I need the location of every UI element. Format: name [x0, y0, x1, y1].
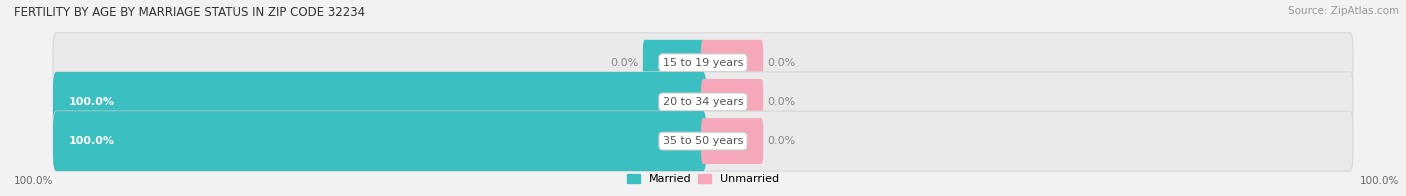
- FancyBboxPatch shape: [702, 40, 763, 86]
- FancyBboxPatch shape: [702, 118, 763, 164]
- Text: 100.0%: 100.0%: [1360, 176, 1399, 186]
- Text: 0.0%: 0.0%: [610, 58, 638, 68]
- Text: 0.0%: 0.0%: [768, 97, 796, 107]
- Text: 20 to 34 years: 20 to 34 years: [662, 97, 744, 107]
- Text: Source: ZipAtlas.com: Source: ZipAtlas.com: [1288, 6, 1399, 16]
- Text: FERTILITY BY AGE BY MARRIAGE STATUS IN ZIP CODE 32234: FERTILITY BY AGE BY MARRIAGE STATUS IN Z…: [14, 6, 366, 19]
- Text: 35 to 50 years: 35 to 50 years: [662, 136, 744, 146]
- FancyBboxPatch shape: [53, 33, 1353, 93]
- Text: 100.0%: 100.0%: [14, 176, 53, 186]
- FancyBboxPatch shape: [702, 79, 763, 125]
- Text: 0.0%: 0.0%: [768, 58, 796, 68]
- FancyBboxPatch shape: [53, 72, 706, 132]
- Text: 0.0%: 0.0%: [768, 136, 796, 146]
- Text: 100.0%: 100.0%: [69, 136, 115, 146]
- Legend: Married, Unmarried: Married, Unmarried: [621, 169, 785, 189]
- FancyBboxPatch shape: [643, 40, 704, 86]
- Text: 15 to 19 years: 15 to 19 years: [662, 58, 744, 68]
- Text: 100.0%: 100.0%: [69, 97, 115, 107]
- FancyBboxPatch shape: [53, 111, 1353, 171]
- FancyBboxPatch shape: [53, 111, 706, 171]
- FancyBboxPatch shape: [53, 72, 1353, 132]
